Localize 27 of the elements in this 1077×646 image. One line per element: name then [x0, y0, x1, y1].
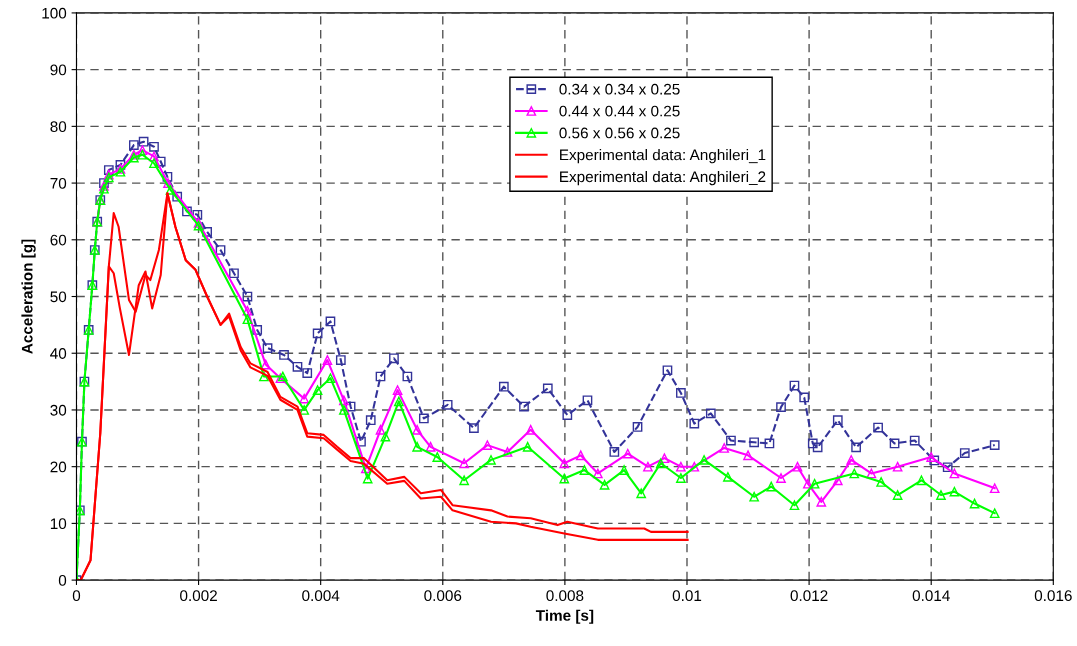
y-tick-label: 30	[50, 404, 67, 416]
x-tick-label: 0.012	[790, 590, 828, 602]
x-tick-label: 0.004	[302, 590, 340, 602]
x-tick-label: 0.01	[672, 590, 702, 602]
y-tick-label: 50	[50, 291, 67, 303]
legend-label: 0.34 x 0.34 x 0.25	[559, 83, 680, 95]
y-tick-label: 60	[50, 234, 67, 246]
y-tick-label: 80	[50, 121, 67, 133]
x-tick-label: 0.008	[546, 590, 584, 602]
y-tick-label: 70	[50, 177, 67, 189]
x-tick-label: 0.006	[424, 590, 462, 602]
y-tick-label: 20	[50, 461, 67, 473]
x-tick-label: 0.016	[1034, 590, 1072, 602]
y-tick-label: 40	[50, 348, 67, 359]
x-tick-label: 0.002	[180, 590, 217, 602]
x-tick-label: 0.014	[912, 590, 950, 602]
y-tick-label: 10	[50, 518, 67, 530]
legend-label: Experimental data: Anghileri_1	[560, 149, 766, 164]
legend-label: 0.44 x 0.44 x 0.25	[559, 105, 680, 117]
x-tick-label: 0	[72, 590, 81, 602]
y-tick-label: 100	[42, 7, 67, 19]
x-axis-title: Time [s]	[535, 609, 594, 624]
y-axis-title: Acceleration [g]	[21, 239, 36, 354]
legend-label: Experimental data: Anghileri_2	[560, 170, 766, 186]
y-tick-label: 0	[58, 574, 67, 586]
legend-label: 0.56 x 0.56 x 0.25	[559, 127, 680, 139]
y-tick-label: 90	[50, 64, 67, 76]
